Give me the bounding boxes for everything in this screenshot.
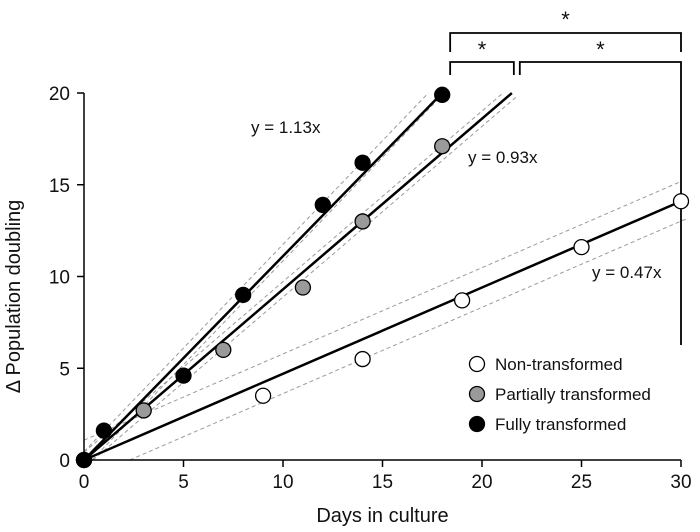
legend-marker-fully-transformed	[468, 415, 486, 433]
data-point-fully-transformed	[354, 154, 371, 171]
x-ticks: 0 5 10 15 20 25 30	[79, 460, 692, 493]
confidence-band-non-transformed-upper	[83, 180, 682, 441]
data-point-partially-transformed	[215, 341, 232, 359]
y-ticks: 0 5 10 15 20	[49, 84, 84, 472]
significance-star: *	[478, 37, 487, 62]
x-tick-label: 0	[79, 472, 90, 493]
data-point-non-transformed	[573, 238, 590, 256]
legend-marker-partially-transformed	[468, 385, 486, 403]
y-tick-label: 20	[49, 84, 70, 105]
significance-star: *	[561, 7, 570, 32]
data-point-non-transformed	[453, 292, 471, 309]
data-point-partially-transformed	[434, 138, 451, 155]
fit-label-partially-transformed: y = 0.93x	[468, 148, 538, 167]
y-tick-label: 10	[49, 268, 70, 289]
significance-star: *	[596, 37, 605, 62]
data-point-fully-transformed	[175, 367, 192, 384]
data-point-fully-transformed	[434, 86, 451, 103]
y-tick-label: 15	[49, 176, 70, 197]
data-point-non-transformed	[672, 193, 690, 210]
x-tick-label: 25	[571, 472, 592, 493]
legend-label-partially-transformed: Partially transformed	[495, 385, 651, 404]
data-points	[75, 86, 690, 469]
significance-brackets: * * *	[449, 7, 682, 345]
significance-bracket-full-vs-non	[449, 32, 682, 52]
significance-bracket-full-vs-partial	[449, 61, 515, 75]
data-point-fully-transformed	[235, 286, 252, 304]
fit-line-fully-transformed	[83, 92, 444, 461]
x-tick-label: 20	[471, 472, 492, 493]
confidence-bands	[83, 92, 688, 461]
confidence-band-fully-transformed-lower	[91, 92, 445, 461]
x-tick-label: 5	[178, 472, 189, 493]
fit-label-fully-transformed: y = 1.13x	[251, 118, 321, 137]
x-axis-label: Days in culture	[316, 505, 448, 527]
data-point-partially-transformed	[294, 279, 312, 296]
fit-labels: y = 0.47x y = 0.93x y = 1.13x	[251, 118, 662, 282]
data-point-fully-transformed	[95, 422, 113, 439]
data-point-partially-transformed	[354, 213, 371, 230]
data-point-non-transformed	[254, 387, 272, 404]
y-tick-label: 0	[59, 451, 70, 472]
data-point-non-transformed	[354, 350, 371, 368]
x-tick-label: 15	[372, 472, 393, 493]
fit-label-non-transformed: y = 0.47x	[592, 263, 662, 282]
confidence-band-partially-transformed-upper	[83, 92, 504, 453]
significance-bracket-partial-vs-non	[518, 61, 682, 345]
y-axis-label: Δ Population doubling	[3, 200, 25, 394]
x-tick-label: 30	[670, 472, 691, 493]
confidence-band-non-transformed-lower	[129, 218, 688, 461]
data-point-partially-transformed	[135, 402, 152, 419]
confidence-band-fully-transformed-upper	[83, 92, 429, 453]
legend-label-non-transformed: Non-transformed	[495, 355, 623, 374]
y-tick-label: 5	[59, 359, 70, 380]
legend-label-fully-transformed: Fully transformed	[495, 415, 626, 434]
data-point-fully-transformed	[314, 196, 331, 214]
confidence-band-partially-transformed-lower	[92, 95, 519, 461]
fit-line-partially-transformed	[83, 92, 513, 461]
legend: Non-transformed Partially transformed Full…	[468, 355, 651, 434]
x-tick-label: 10	[272, 472, 293, 493]
legend-marker-non-transformed	[468, 355, 486, 373]
data-point-fully-transformed	[75, 451, 93, 469]
